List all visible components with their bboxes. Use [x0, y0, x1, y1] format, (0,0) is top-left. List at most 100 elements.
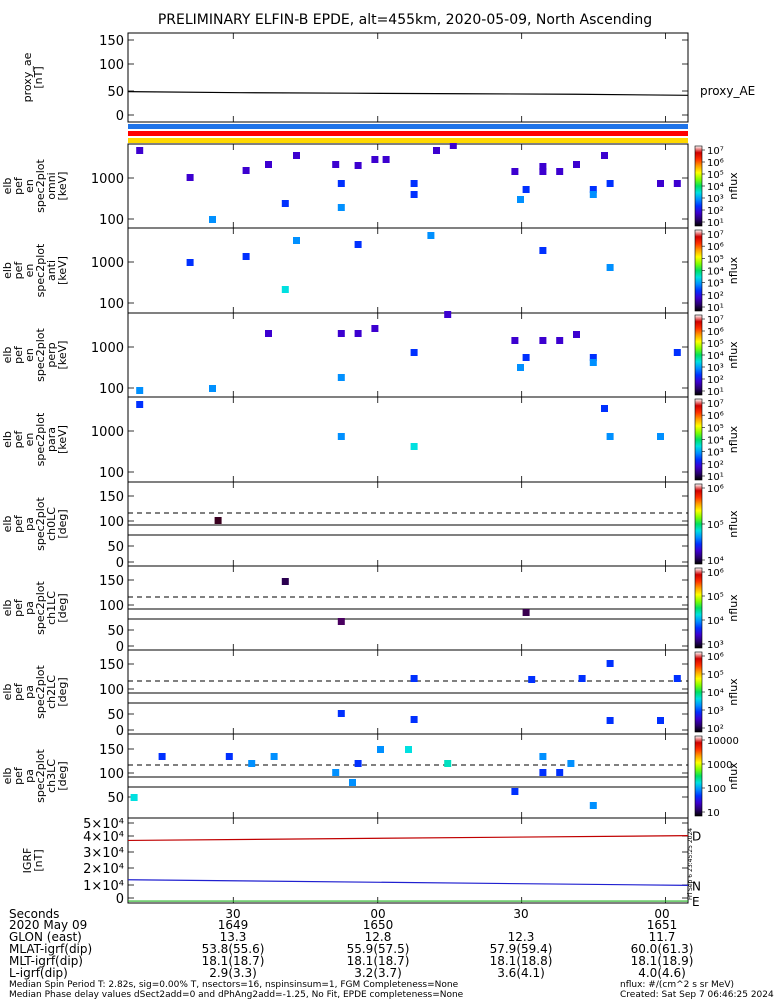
data-pixel [433, 147, 440, 154]
ylabel-line: pef [12, 514, 25, 533]
ylabel-line: [keV] [56, 341, 69, 370]
ytick-label: 100 [99, 58, 124, 73]
plot-frame [127, 565, 689, 651]
colorbar-tick-label: 10³ [707, 363, 724, 374]
data-pixel [337, 204, 345, 211]
data-pixel [556, 337, 564, 344]
ylabel-line: pef [12, 345, 25, 364]
data-pixel [410, 349, 418, 356]
ytick-label: 1000 [91, 425, 124, 440]
colorbar-gradient [694, 483, 703, 565]
colorbar-tick-label: 10⁵ [707, 339, 724, 350]
footer-cell: 11.7 [649, 930, 676, 944]
colorbar-tick-label: 10⁴ [707, 616, 724, 627]
data-pixel [281, 578, 289, 585]
ylabel-line: spec2plot [34, 412, 47, 466]
ylabel-line: [deg] [56, 593, 69, 622]
ytick-label: 150 [99, 34, 124, 49]
colorbar-tick-label: 10³ [707, 706, 724, 717]
data-pixel [539, 168, 547, 175]
ylabel-line: en [23, 348, 36, 362]
footer-row-label: GLON (east) [9, 930, 82, 944]
colorbar-tick-label: 10 [707, 808, 720, 819]
data-pixel [293, 237, 300, 244]
data-pixel [567, 760, 575, 767]
status-bar-2 [128, 138, 688, 143]
data-pixel [606, 660, 614, 667]
ytick-label: 50 [107, 708, 124, 723]
colorbar-tick-label: 10⁴ [707, 182, 724, 193]
colorbar-tick-label: 1000 [707, 760, 732, 771]
ytick-label: 50 [107, 540, 124, 555]
data-pixel [589, 191, 597, 198]
footer-cell: 3.6(4.1) [497, 966, 545, 980]
footer-cell: 18.1(18.8) [490, 954, 553, 968]
data-pixel [673, 675, 681, 682]
data-pixel [573, 331, 580, 338]
data-pixel [242, 253, 250, 260]
ylabel-line: [keV] [56, 256, 69, 285]
colorbar-tick-label: 10² [707, 724, 724, 735]
data-pixel [354, 241, 362, 248]
data-pixel [337, 618, 345, 625]
plot-frame [127, 32, 689, 123]
ylabel-line: spec2plot [34, 749, 47, 803]
colorbar-tick-label: 10⁵ [707, 670, 724, 681]
footer-cell: 12.8 [365, 930, 392, 944]
ytick-label: 150 [99, 743, 124, 758]
footer-row-label: MLT-igrf(dip) [9, 954, 83, 968]
colorbar-label: nflux [727, 425, 740, 453]
footer-cell: 4.0(4.6) [638, 966, 686, 980]
data-pixel [354, 162, 362, 169]
data-pixel [517, 196, 524, 203]
ytick-label: 0 [116, 640, 124, 655]
colorbar-gradient [694, 145, 703, 227]
data-pixel [265, 161, 272, 168]
data-pixel [410, 675, 418, 682]
colorbar-tick-label: 10⁷ [707, 399, 724, 410]
footer-cell: 2.9(3.3) [209, 966, 257, 980]
ylabel-line: omni [45, 172, 58, 199]
ytick-label: 1×10⁴ [83, 879, 124, 894]
ylabel-line: perp [45, 342, 58, 367]
ytick-label: 100 [99, 515, 124, 530]
footer-cell: 18.1(18.7) [347, 954, 410, 968]
data-pixel [242, 167, 250, 174]
footer-cell: 00 [370, 907, 385, 921]
ylabel-line: pa [23, 685, 36, 699]
ytick-label: 150 [99, 574, 124, 589]
ytick-label: 100 [99, 599, 124, 614]
colorbar-tick-label: 10⁶ [707, 411, 724, 422]
plot-frame [127, 312, 689, 398]
data-pixel [354, 330, 362, 337]
ytick-label: 1000 [91, 172, 124, 187]
ylabel-line: [deg] [56, 761, 69, 790]
ylabel-line: elb [1, 684, 14, 701]
colorbar-tick-label: 10³ [707, 448, 724, 459]
plot-frame [127, 649, 689, 735]
ylabel-line: anti [45, 260, 58, 281]
ylabel-line: proxy_ae [21, 52, 34, 102]
data-pixel [382, 156, 390, 163]
colorbar-tick-label: 10⁷ [707, 146, 724, 157]
footer-cell: 55.9(57.5) [347, 942, 410, 956]
ylabel-line: [deg] [56, 677, 69, 706]
data-pixel [136, 147, 144, 154]
data-pixel [444, 311, 452, 318]
ylabel-line: IGRF [21, 848, 34, 874]
series-line-0 [127, 91, 689, 96]
colorbar-tick-label: 10² [707, 291, 724, 302]
colorbar-tick-label: 10³ [707, 279, 724, 290]
ylabel-line: [keV] [56, 172, 69, 201]
ylabel-line: en [23, 264, 36, 278]
colorbar-tick-label: 10⁶ [707, 158, 724, 169]
data-pixel [337, 374, 345, 381]
colorbar-tick-label: 10⁶ [707, 568, 724, 579]
series-label-N: N [692, 879, 701, 893]
colorbar-tick-label: 10¹ [707, 303, 724, 314]
data-pixel [405, 746, 412, 753]
data-pixel [371, 156, 379, 163]
